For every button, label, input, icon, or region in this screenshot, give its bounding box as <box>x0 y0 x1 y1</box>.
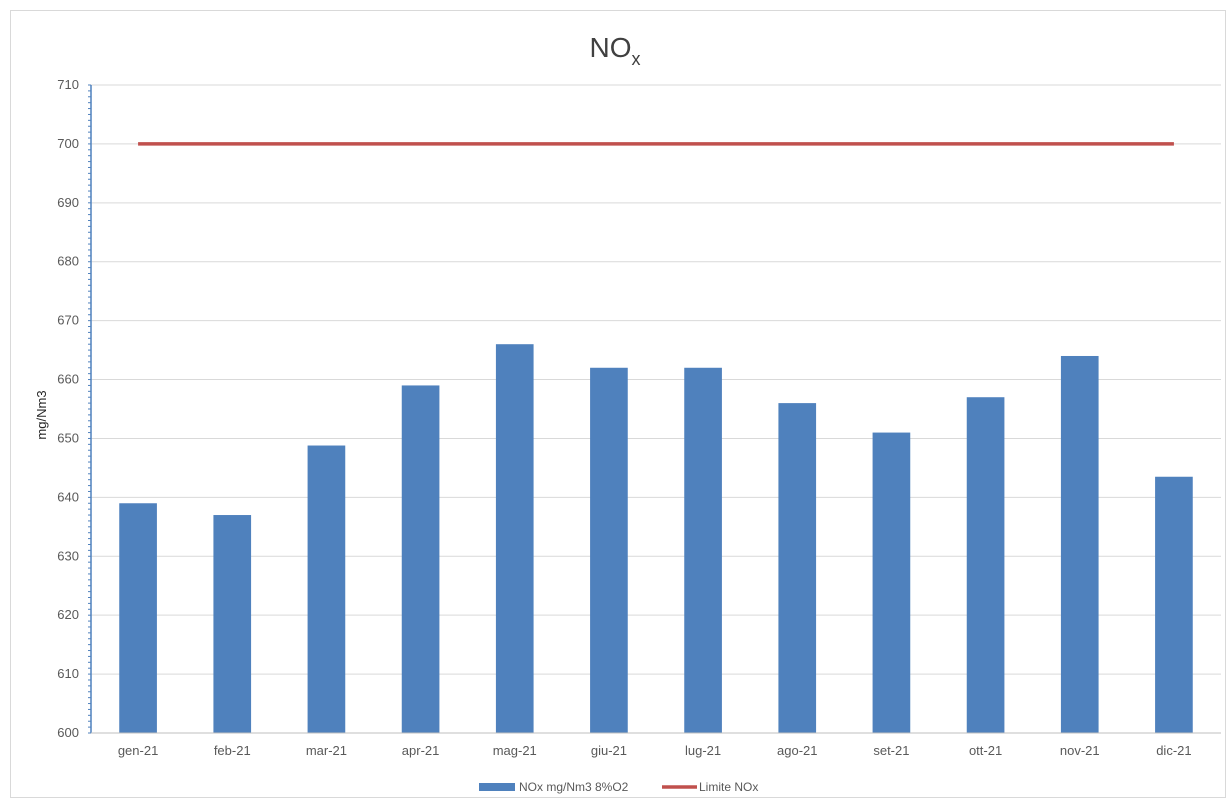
x-tick-label: nov-21 <box>1060 743 1100 758</box>
legend-label-bars: NOx mg/Nm3 8%O2 <box>519 780 629 794</box>
x-tick-label: dic-21 <box>1156 743 1191 758</box>
x-tick-label: mar-21 <box>306 743 347 758</box>
bar-lug-21 <box>684 367 722 733</box>
x-tick-label: ott-21 <box>969 743 1002 758</box>
y-tick-label: 670 <box>57 313 79 328</box>
bar-mar-21 <box>307 445 346 733</box>
y-tick-label: 700 <box>57 136 79 151</box>
gridlines <box>91 84 1221 734</box>
bar-series <box>119 344 1193 733</box>
x-tick-label: apr-21 <box>402 743 440 758</box>
bar-ott-21 <box>966 397 1005 733</box>
bar-dic-21 <box>1155 476 1193 733</box>
x-tick-label: ago-21 <box>777 743 817 758</box>
y-tick-label: 630 <box>57 548 79 563</box>
chart-title: NOx <box>590 32 641 69</box>
y-tick-label: 660 <box>57 372 79 387</box>
axes <box>88 84 1221 734</box>
chart-title-main: NO <box>590 32 632 63</box>
y-tick-label: 610 <box>57 666 79 681</box>
y-tick-labels: 600 610 620 630 640 650 660 670 680 690 700 710 <box>57 77 79 740</box>
x-tick-label: set-21 <box>873 743 909 758</box>
x-tick-label: mag-21 <box>493 743 537 758</box>
x-tick-labels: gen-21 feb-21 mar-21 apr-21 mag-21 giu-21 lug-… <box>118 743 1192 758</box>
bar-mag-21 <box>495 344 534 733</box>
legend: NOx mg/Nm3 8%O2 Limite NOx <box>479 780 758 794</box>
bar-set-21 <box>872 432 911 733</box>
x-tick-label: feb-21 <box>214 743 251 758</box>
bar-giu-21 <box>590 367 628 733</box>
bar-nov-21 <box>1060 355 1099 733</box>
y-tick-label: 710 <box>57 77 79 92</box>
y-axis-title: mg/Nm3 <box>34 390 49 439</box>
y-tick-label: 640 <box>57 489 79 504</box>
bar-apr-21 <box>401 385 440 733</box>
bar-ago-21 <box>778 403 817 733</box>
bar-feb-21 <box>213 515 252 733</box>
y-tick-label: 620 <box>57 607 79 622</box>
y-tick-label: 680 <box>57 254 79 269</box>
y-tick-label: 600 <box>57 725 79 740</box>
chart-title-subscript: x <box>632 49 641 69</box>
bar-gen-21 <box>119 503 157 733</box>
x-tick-label: lug-21 <box>685 743 721 758</box>
x-tick-label: giu-21 <box>591 743 627 758</box>
y-tick-label: 690 <box>57 195 79 210</box>
chart-frame: NOx 600 610 620 630 640 650 660 670 680 690 700 710… <box>10 10 1226 798</box>
y-tick-label: 650 <box>57 430 79 445</box>
legend-label-line: Limite NOx <box>699 780 758 794</box>
legend-swatch-bars <box>479 783 515 791</box>
chart-svg: NOx 600 610 620 630 640 650 660 670 680 690 700 710… <box>34 32 1221 794</box>
x-tick-label: gen-21 <box>118 743 158 758</box>
